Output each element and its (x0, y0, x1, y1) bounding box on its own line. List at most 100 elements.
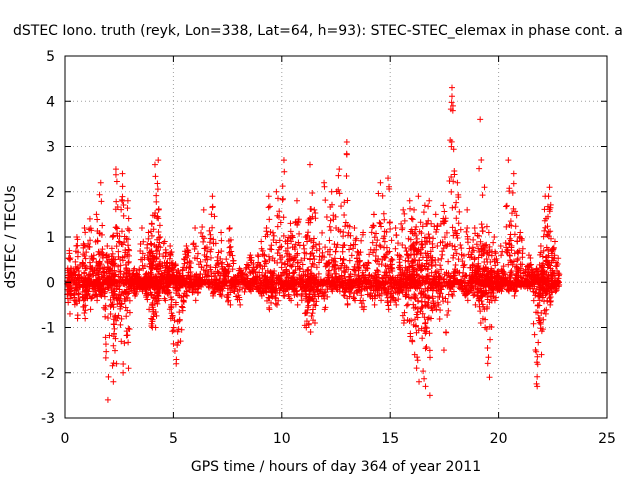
data-point (121, 239, 128, 246)
data-point (157, 244, 164, 251)
data-point (389, 256, 396, 263)
data-point (331, 266, 338, 273)
data-point (102, 341, 109, 348)
data-point (531, 280, 538, 287)
data-point (207, 280, 214, 287)
data-point (116, 277, 123, 284)
data-point (66, 310, 73, 317)
data-point (407, 333, 414, 340)
data-point (192, 272, 199, 279)
data-point (115, 248, 122, 255)
data-point (300, 268, 307, 275)
data-point (312, 241, 319, 248)
data-point (99, 246, 106, 253)
data-point (355, 267, 362, 274)
data-point (427, 279, 434, 286)
data-point (167, 243, 174, 250)
data-point (110, 378, 117, 385)
data-point (423, 344, 430, 351)
data-point (334, 241, 341, 248)
data-point (347, 273, 354, 280)
data-point (378, 261, 385, 268)
data-point (268, 276, 275, 283)
y-axis-label: dSTEC / TECUs (3, 185, 19, 288)
data-point (365, 278, 372, 285)
data-point (112, 335, 119, 342)
data-point (444, 272, 451, 279)
data-point (491, 234, 498, 240)
data-point (330, 279, 337, 286)
data-point (380, 210, 387, 217)
data-point (166, 280, 173, 287)
data-point (310, 306, 317, 313)
data-point (440, 347, 447, 354)
data-point (456, 208, 463, 215)
data-point (459, 258, 466, 265)
data-point (176, 285, 183, 292)
data-point (118, 300, 125, 307)
data-point (399, 272, 406, 279)
data-point (112, 166, 119, 173)
data-point (403, 248, 410, 255)
data-point (343, 138, 350, 145)
data-point (156, 239, 163, 246)
data-point (318, 286, 325, 293)
data-point (486, 249, 493, 256)
data-point (308, 313, 315, 320)
data-point (333, 270, 340, 277)
data-point (150, 250, 157, 257)
data-point (466, 283, 473, 290)
data-point (121, 281, 128, 288)
data-point (228, 248, 235, 255)
data-point (350, 277, 357, 284)
data-point (306, 161, 313, 168)
data-point (75, 249, 82, 256)
data-point (373, 280, 380, 287)
data-point (110, 342, 117, 349)
data-point (190, 276, 197, 283)
data-point (511, 292, 518, 299)
data-point (351, 280, 358, 287)
data-point (544, 213, 551, 220)
data-point (69, 273, 76, 280)
data-point (102, 302, 109, 309)
data-point (312, 291, 319, 298)
data-point (533, 348, 540, 355)
data-point (433, 306, 440, 313)
data-point (397, 284, 404, 291)
data-point (227, 236, 234, 243)
data-point (82, 307, 89, 314)
data-point (548, 280, 555, 287)
data-point (183, 265, 190, 272)
data-point (153, 312, 160, 319)
data-point (461, 261, 468, 268)
data-point (534, 383, 541, 390)
data-point (95, 270, 102, 277)
data-point (377, 243, 384, 250)
data-point (81, 242, 88, 249)
data-point (364, 265, 371, 272)
data-point (224, 269, 231, 276)
data-point (440, 202, 447, 209)
data-point (289, 270, 296, 277)
data-point (95, 276, 102, 283)
data-point (309, 260, 316, 267)
data-point (124, 225, 131, 232)
data-point (265, 193, 272, 200)
data-point (449, 204, 456, 211)
x-tick-label: 20 (490, 431, 508, 447)
data-point (218, 229, 225, 236)
data-point (278, 264, 285, 271)
data-point (346, 246, 353, 253)
data-point (122, 304, 129, 311)
data-point (493, 294, 500, 301)
data-point (147, 240, 154, 247)
data-point (388, 256, 395, 263)
data-point (125, 259, 132, 266)
data-point (530, 297, 537, 304)
data-point (418, 267, 425, 274)
data-point (321, 306, 328, 313)
data-point (453, 250, 460, 257)
data-point (439, 238, 446, 245)
data-point (370, 223, 377, 230)
